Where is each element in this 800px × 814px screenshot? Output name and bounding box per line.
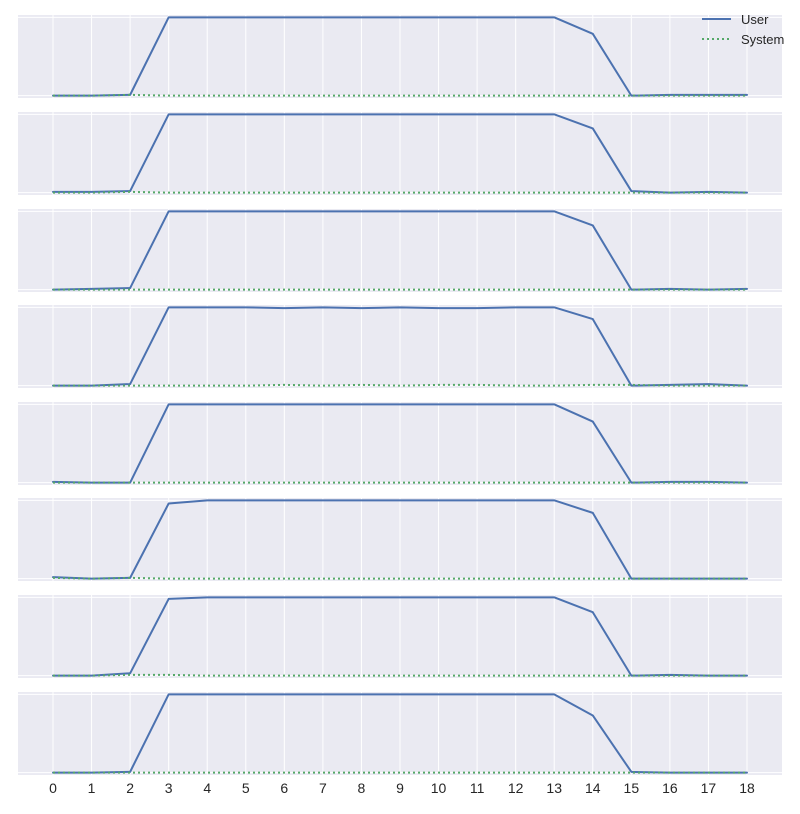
x-tick-label: 1 [88, 780, 96, 796]
x-tick-label: 17 [701, 780, 717, 796]
x-tick-label: 2 [126, 780, 134, 796]
x-tick-label: 0 [49, 780, 57, 796]
panel-5 [18, 402, 782, 485]
x-tick-label: 9 [396, 780, 404, 796]
x-tick-label: 7 [319, 780, 327, 796]
series-line-system [53, 93, 747, 97]
series-line-user [52, 210, 748, 291]
x-tick-label: 6 [280, 780, 288, 796]
series-line-user [52, 16, 748, 97]
panel-6 [18, 498, 782, 581]
panel-3 [18, 209, 782, 292]
x-tick-label: 12 [508, 780, 524, 796]
x-tick-label: 18 [739, 780, 755, 796]
panel-7 [18, 595, 782, 678]
series-line-user [52, 403, 748, 484]
x-tick-label: 13 [546, 780, 562, 796]
x-tick-label: 5 [242, 780, 250, 796]
x-tick-label: 3 [165, 780, 173, 796]
x-tick-label: 16 [662, 780, 678, 796]
x-tick-label: 4 [203, 780, 211, 796]
x-tick-label: 14 [585, 780, 601, 796]
x-tick-label: 11 [470, 780, 485, 796]
series-line-user [52, 306, 748, 387]
series-line-user [52, 113, 748, 194]
panel-1 [18, 15, 782, 98]
legend: User System [702, 12, 784, 47]
series-line-system [53, 190, 747, 194]
x-tick-label: 10 [431, 780, 447, 796]
panel-8 [18, 692, 782, 775]
series-line-system [53, 383, 747, 387]
legend-label-user: User [741, 12, 769, 27]
x-tick-label: 8 [358, 780, 366, 796]
series-line-user [52, 596, 748, 677]
series-line-user [52, 693, 748, 774]
panel-2 [18, 112, 782, 195]
series-line-user [52, 499, 748, 580]
x-tick-label: 15 [624, 780, 640, 796]
series-line-system [52, 576, 747, 580]
legend-label-system: System [741, 32, 784, 47]
series-line-system [53, 673, 747, 677]
panel-4 [18, 305, 782, 388]
